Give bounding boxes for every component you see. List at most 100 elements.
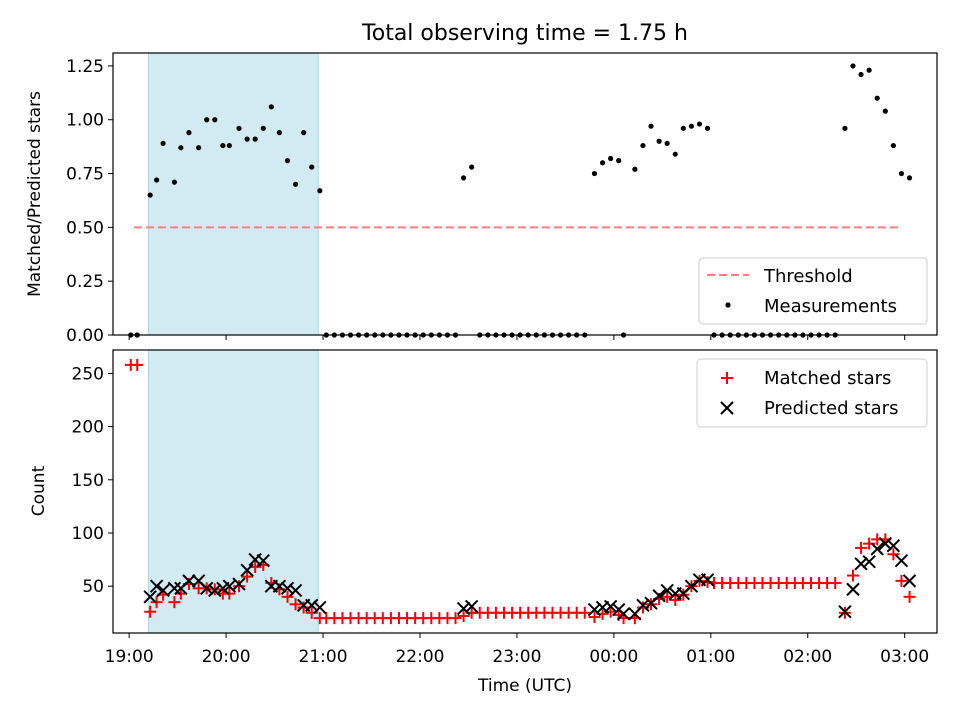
y-tick-label: 150 [72,471,104,491]
measurement-point [874,95,880,101]
y-tick-label: 200 [72,418,104,438]
matched-point [855,541,868,554]
measurement-point [220,142,226,149]
measurement-point [858,71,864,78]
matched-point [241,570,254,583]
measurement-point [268,104,274,110]
measurement-point [906,175,913,181]
predicted-point [240,563,254,577]
legend-threshold-label: Threshold [763,266,853,287]
y-tick-label: 0.50 [66,218,104,238]
measurement-point [171,179,177,185]
measurement-point [226,142,232,149]
predicted-point [616,607,631,621]
predicted-point [603,599,618,614]
predicted-point [256,553,270,568]
measurement-point [301,130,307,136]
measurement-point [608,155,614,162]
predicted-point [200,581,214,596]
matched-point [895,574,908,587]
y-tick-label: 0.00 [66,326,104,346]
measurement-point [469,164,475,170]
predicted-point [272,579,287,593]
predicted-point [208,583,222,598]
measurement-point [284,158,291,164]
legend-matched-swatch [721,372,733,384]
measurement-point [866,67,872,73]
measurement-point [244,136,250,142]
measurement-point [196,145,202,151]
predicted-point [313,600,327,615]
measurement-point [842,125,848,131]
predicted-point [862,555,876,569]
measurement-point [640,142,646,149]
top-legend: Threshold Measurements [698,257,928,325]
bottom-legend-frame [696,358,928,428]
y-tick-label: 0.25 [66,272,104,292]
measurement-point [599,160,606,166]
predicted-point [684,579,699,593]
predicted-point [846,582,860,597]
predicted-point [280,581,295,596]
measurement-point [890,142,896,149]
x-tick-label: 00:00 [589,647,638,667]
bottom-y-axis-label: Count [29,465,49,516]
legend-predicted-swatch [720,401,734,415]
matched-point [887,548,900,561]
predicted-point [854,557,868,571]
matched-point [669,594,682,607]
measurement-point [616,158,622,164]
measurement-point [260,125,266,131]
bottom-legend: Matched stars Predicted stars [696,358,928,428]
y-tick-label: 1.00 [66,111,104,131]
predicted-point [878,536,893,551]
measurement-point [898,170,905,177]
shaded-observing-span [148,52,319,336]
matched-point [281,590,294,603]
bottom-plot-area: 50 100 150 200 250 19:00 20:00 21:00 22:00 23:00 0… [72,349,938,667]
measurement-point [850,63,856,69]
matched-point [903,590,916,603]
measurement-point [680,125,686,131]
measurement-point [160,140,166,147]
x-tick-label: 20:00 [202,647,251,667]
top-plot-area: 0.00 0.25 0.50 0.75 1.00 1.25 [66,52,938,346]
measurement-point [147,192,153,198]
measurement-point [882,108,888,114]
measurement-point [212,117,218,123]
measurement-point [252,136,258,142]
x-tick-label: 23:00 [492,647,541,667]
measurement-point [178,145,184,151]
matched-point [131,358,144,371]
series-matched-stars [124,358,916,625]
matched-point [289,598,302,611]
y-tick-label: 0.75 [66,165,104,185]
predicted-point [652,589,666,603]
x-tick-label: 01:00 [686,647,735,667]
predicted-point [305,598,319,613]
x-tick-label: 22:00 [395,647,444,667]
measurement-point [656,138,662,144]
predicted-point [587,602,602,617]
predicted-point [232,577,246,591]
x-tick-label: 02:00 [783,647,832,667]
measurement-point [664,140,670,147]
measurement-point [309,164,315,170]
legend-matched-label: Matched stars [764,368,891,389]
predicted-point [143,590,157,604]
predicted-point [636,598,650,613]
y-tick-label: 50 [82,577,104,597]
predicted-point [464,599,479,614]
measurement-point [672,151,678,157]
matched-point [297,601,310,614]
predicted-point [902,574,917,588]
predicted-point [886,539,901,553]
matched-point [233,580,246,593]
matched-point [829,576,842,589]
y-tick-label: 1.25 [66,57,104,77]
measurement-point [688,123,695,129]
y-tick-label: 250 [72,364,104,384]
matched-point [449,612,462,625]
predicted-point [660,583,674,598]
measurement-point [276,130,283,136]
